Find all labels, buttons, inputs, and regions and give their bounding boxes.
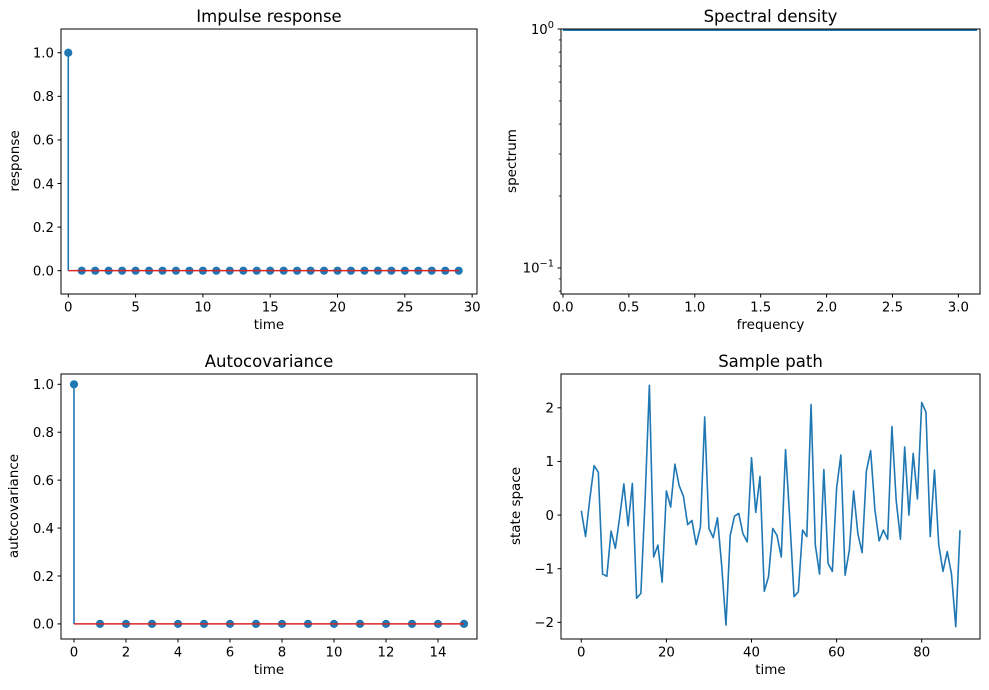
x-tick-label: 6 [226,646,234,661]
x-tick-label: 0.0 [552,301,573,316]
y-tick-label: 0.0 [33,618,54,633]
y-tick-label: 0.2 [33,570,54,585]
y-tick-label: 10−1 [523,259,554,277]
spectral-density-plot: 0.0 0.5 1.0 1.5 2.0 2.5 3.0 100 10−1 [523,20,981,316]
impulse-response-ylabel: response [7,130,23,192]
x-tick-label: 10 [326,646,343,661]
spectral-density-xlabel: frequency [736,317,805,333]
x-tick-label: 10 [194,301,211,316]
x-tick-label: 12 [378,646,395,661]
x-tick-label: 20 [658,646,675,661]
y-tick-label: 0.8 [33,426,54,441]
y-tick-label: 0.0 [33,264,54,279]
x-tick-label: 30 [464,301,481,316]
x-tick-label: 0 [64,301,72,316]
x-tick-label: 15 [262,301,279,316]
axes-spines [60,373,478,640]
y-tick-label: 1.0 [33,378,54,393]
x-tick-label: 8 [278,646,286,661]
data-line [580,384,961,628]
y-tick-label: −1 [534,563,554,578]
x-tick-label: 0 [70,646,78,661]
y-tick-label: 0.6 [33,474,54,489]
y-tick-label: 0 [546,509,554,524]
x-tick-label: 5 [131,301,139,316]
y-tick-label: 0.8 [33,90,54,105]
x-tick-label: 4 [174,646,182,661]
x-tick-label: 2.5 [882,301,903,316]
x-tick-label: 0 [577,646,585,661]
x-tick-label: 40 [743,646,760,661]
impulse-response-plot: 0 5 10 15 20 25 30 0.0 0.2 0.4 0.6 0.8 1.0 [33,28,481,316]
x-tick-label: 0.5 [618,301,639,316]
spectral-density-ylabel: spectrum [504,129,520,193]
x-tick-label: 1.5 [750,301,771,316]
axes-spines [60,28,478,295]
axes-spines [560,373,981,640]
x-tick-label: 2 [122,646,130,661]
x-tick-label: 3.0 [948,301,969,316]
sample-path-plot: 0 20 40 60 80 2 1 0 −1 −2 [534,373,981,661]
x-tick-label: 2.0 [816,301,837,316]
y-tick-label: 0.2 [33,221,54,236]
x-tick-label: 80 [913,646,930,661]
y-tick-label: 0.6 [33,134,54,149]
x-tick-label: 20 [329,301,346,316]
sample-path-ylabel: state space [508,466,524,546]
autocovariance-plot: 0 2 4 6 8 10 12 14 0.0 0.2 0.4 0.6 0.8 1.0 [33,373,478,661]
autocovariance-title: Autocovariance [204,352,334,371]
y-tick-label: 2 [546,402,554,417]
sample-path-xlabel: time [755,662,786,678]
stem-marker [69,380,79,389]
impulse-response-xlabel: time [253,317,285,333]
sample-path-title: Sample path [718,352,823,371]
y-tick-label: 1.0 [33,47,54,62]
autocovariance-xlabel: time [253,662,285,678]
axes-spines [560,28,981,295]
x-tick-label: 60 [828,646,845,661]
y-tick-label: 0.4 [33,177,54,192]
stem-marker [64,48,73,57]
x-tick-label: 14 [430,646,447,661]
x-tick-label: 1.0 [684,301,705,316]
y-tick-label: −2 [534,616,554,631]
y-tick-label: 100 [531,20,554,38]
impulse-response-title: Impulse response [196,7,342,26]
y-tick-label: 1 [546,455,554,470]
y-tick-label: 0.4 [33,522,54,537]
spectral-density-title: Spectral density [703,7,838,26]
x-tick-label: 25 [396,301,413,316]
autocovariance-ylabel: autocovariance [6,453,22,559]
